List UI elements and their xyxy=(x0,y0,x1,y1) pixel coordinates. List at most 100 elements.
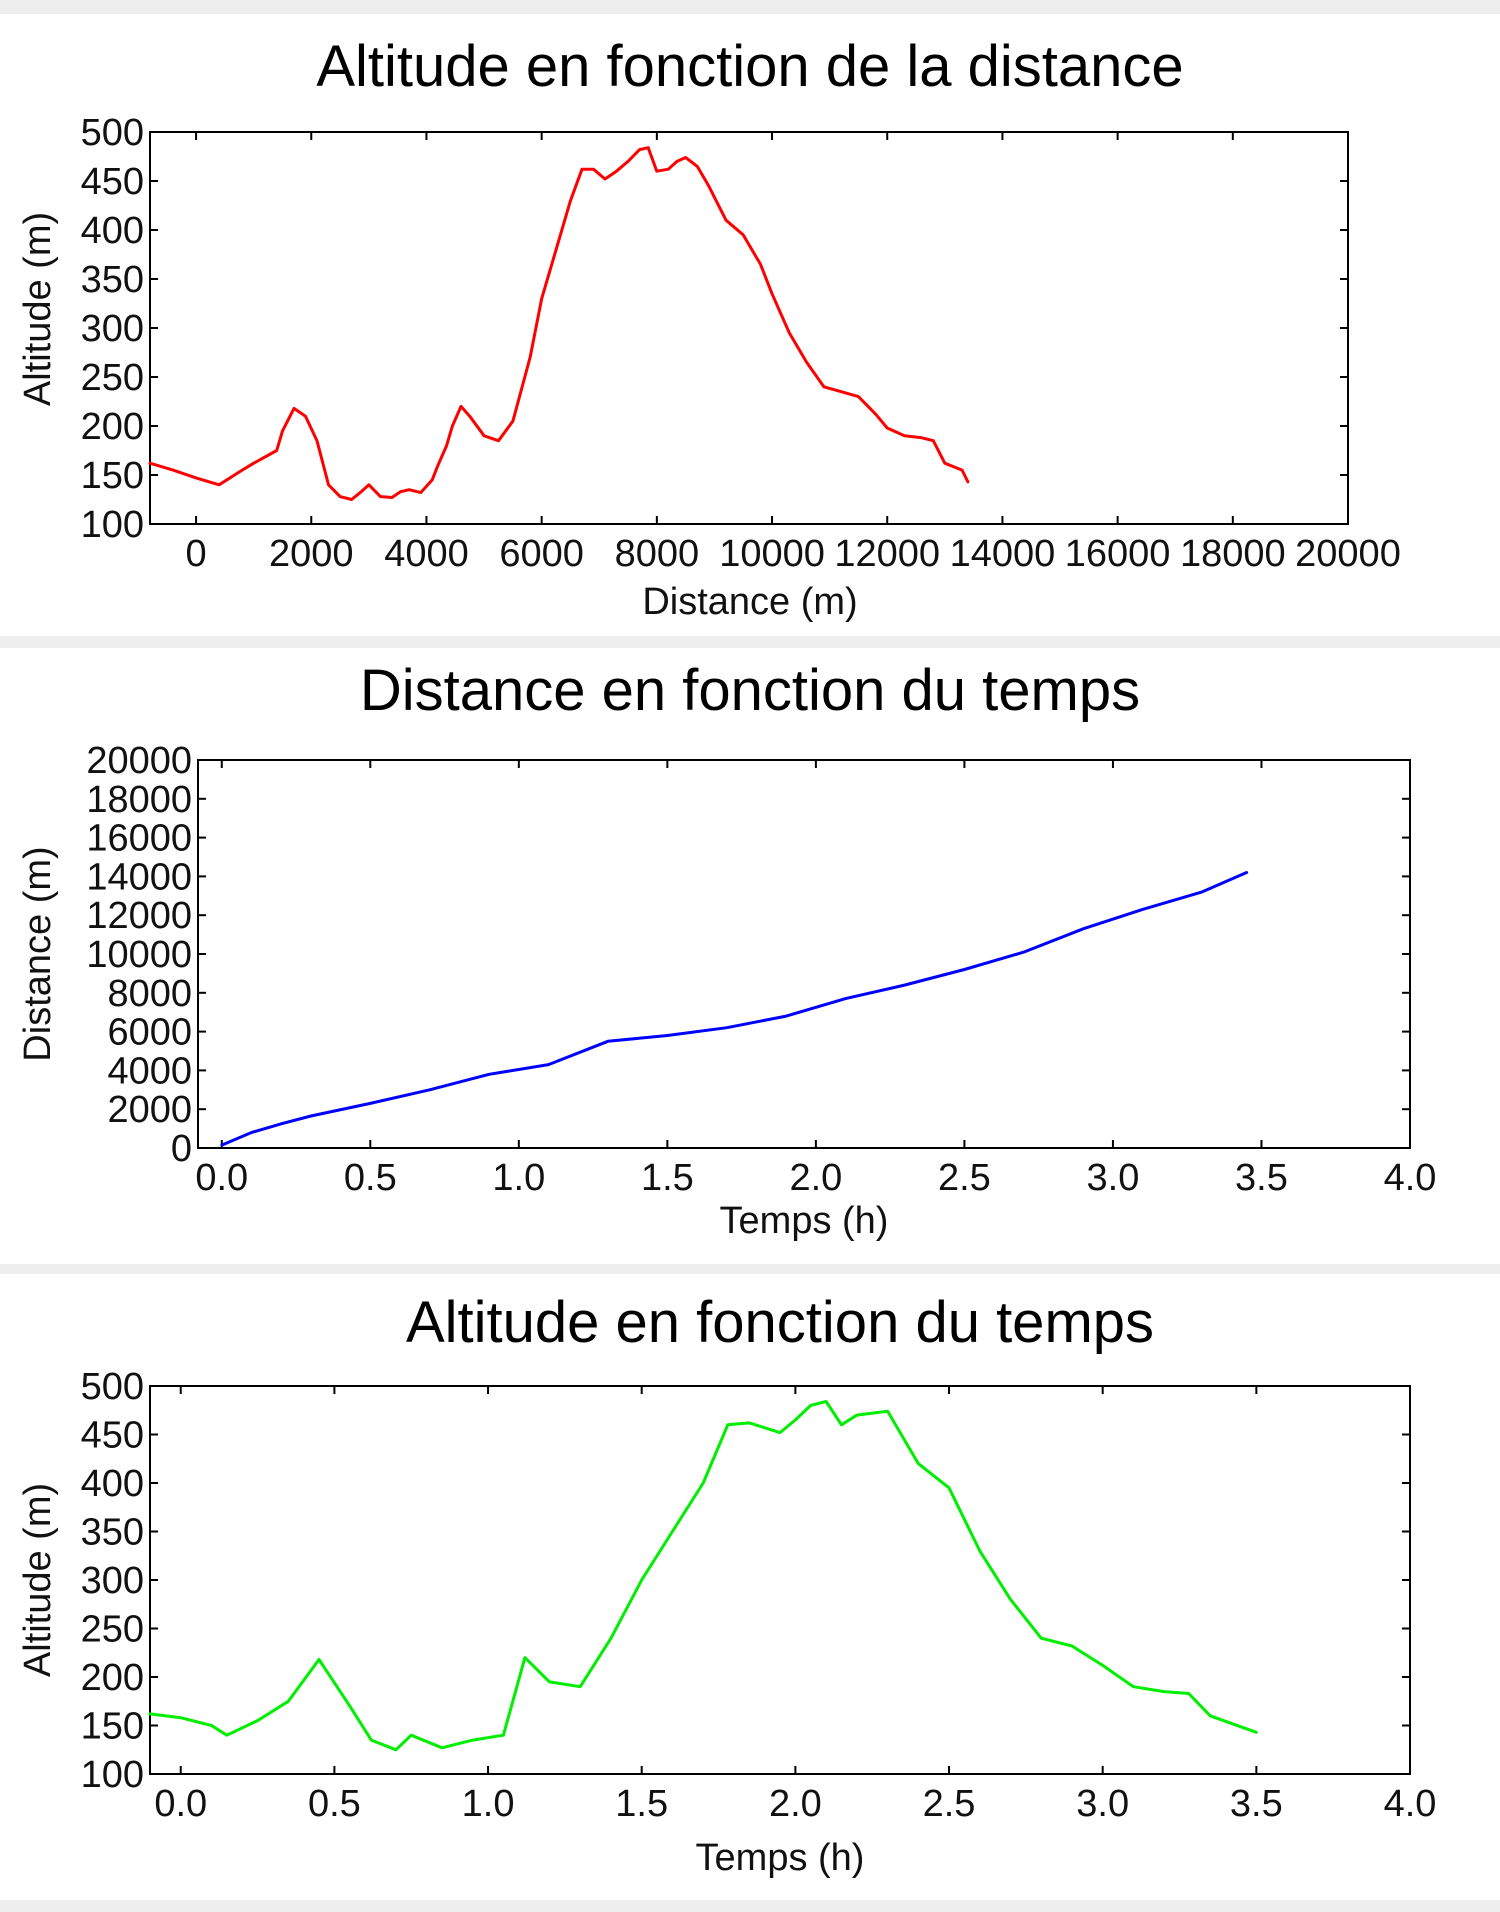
data-point xyxy=(555,248,557,251)
data-point xyxy=(903,435,906,437)
x-tick-label: 0.5 xyxy=(344,1157,397,1199)
data-point xyxy=(391,496,393,499)
chart-panel-altitude-distance: Altitude en fonction de la distance 0 2000… xyxy=(0,14,1500,636)
chart-title: Altitude en fonction du temps xyxy=(406,1290,1154,1355)
y-tick-label: 100 xyxy=(81,1754,144,1796)
data-point xyxy=(327,484,330,486)
data-point xyxy=(379,495,382,498)
data-point xyxy=(627,160,629,163)
y-axis-label: Altitude (m) xyxy=(17,1483,59,1677)
data-point xyxy=(1187,1692,1190,1695)
y-tick-label: 16000 xyxy=(86,818,192,860)
data-point xyxy=(369,1102,372,1105)
x-tick-label: 1.0 xyxy=(492,1157,545,1199)
data-point xyxy=(399,490,402,493)
y-tick-label: 20000 xyxy=(86,740,192,782)
x-axis-label: Distance (m) xyxy=(642,581,857,623)
y-tick-label: 10000 xyxy=(86,934,192,976)
data-point xyxy=(840,390,842,393)
data-point xyxy=(241,469,243,471)
data-point xyxy=(275,449,278,452)
y-tick-label: 300 xyxy=(81,1560,144,1602)
chart-panel-altitude-time: Altitude en fonction du temps 0.0 0.5 1.0 1.… xyxy=(0,1274,1500,1900)
data-point xyxy=(667,168,670,170)
data-point xyxy=(502,1734,505,1736)
series-line-distance-time xyxy=(220,871,1249,1147)
y-tick-label: 400 xyxy=(81,210,144,252)
x-tick-label: 2.5 xyxy=(938,1157,991,1199)
y-axis-label: Altitude (m) xyxy=(17,212,59,406)
data-point xyxy=(547,1063,550,1066)
x-tick-label: 0.0 xyxy=(195,1157,248,1199)
x-tick-label: 10000 xyxy=(719,533,825,575)
data-point xyxy=(210,1724,213,1727)
data-point xyxy=(886,427,888,429)
data-point xyxy=(726,1026,728,1029)
y-tick-label: 12000 xyxy=(86,895,192,937)
data-point xyxy=(1023,951,1025,953)
data-point xyxy=(226,1734,228,1736)
data-point xyxy=(874,413,877,416)
data-point xyxy=(684,156,687,159)
data-point xyxy=(437,464,439,467)
data-point xyxy=(748,1422,751,1424)
x-tick-label: 2.0 xyxy=(769,1783,822,1825)
data-point xyxy=(179,1716,182,1719)
data-point xyxy=(1071,1645,1073,1647)
y-axis-label: Distance (m) xyxy=(17,846,59,1061)
data-point xyxy=(805,361,808,364)
y-tick-label: 450 xyxy=(81,161,144,203)
data-point xyxy=(445,444,448,447)
data-point xyxy=(256,1719,259,1722)
data-point xyxy=(339,495,341,498)
data-point xyxy=(785,1015,787,1017)
y-tick-label: 200 xyxy=(81,406,144,448)
x-tick-label: 3.0 xyxy=(1087,1157,1140,1199)
y-tick-label: 400 xyxy=(81,1463,144,1505)
data-point xyxy=(304,415,307,418)
x-tick-label: 18000 xyxy=(1180,533,1286,575)
x-tick-label: 1.5 xyxy=(615,1783,668,1825)
data-point xyxy=(886,1410,889,1412)
data-point xyxy=(856,1414,858,1416)
data-point xyxy=(840,1424,843,1426)
plot-frame xyxy=(149,131,1349,525)
data-point xyxy=(1201,891,1203,893)
data-point xyxy=(944,462,946,465)
data-point xyxy=(640,1579,643,1581)
data-point xyxy=(788,332,791,334)
y-tick-label: 2000 xyxy=(107,1089,192,1131)
data-point xyxy=(471,1739,474,1741)
data-point xyxy=(310,1115,312,1117)
data-point xyxy=(707,185,710,187)
y-tick-label: 200 xyxy=(81,1657,144,1699)
x-tick-label: 0.0 xyxy=(154,1783,207,1825)
data-point xyxy=(419,491,422,494)
data-point xyxy=(218,484,220,486)
chart-title: Altitude en fonction de la distance xyxy=(316,34,1183,99)
data-point xyxy=(676,160,678,163)
x-tick-label: 2.5 xyxy=(923,1783,976,1825)
data-point xyxy=(607,1040,609,1043)
x-tick-label: 3.0 xyxy=(1076,1783,1129,1825)
data-point xyxy=(656,170,658,172)
x-tick-label: 2.0 xyxy=(789,1157,842,1199)
x-tick-label: 14000 xyxy=(950,533,1056,575)
data-point xyxy=(979,1550,981,1552)
y-tick-label: 18000 xyxy=(86,779,192,821)
data-point xyxy=(825,1400,827,1403)
data-point xyxy=(904,984,906,986)
data-point xyxy=(395,1749,397,1751)
x-tick-label: 6000 xyxy=(499,533,584,575)
y-tick-label: 100 xyxy=(81,504,144,546)
y-tick-label: 450 xyxy=(81,1415,144,1457)
data-point xyxy=(428,1089,431,1091)
data-point xyxy=(1163,1690,1165,1693)
chart-title: Distance en fonction du temps xyxy=(360,658,1140,723)
y-tick-label: 6000 xyxy=(107,1012,192,1054)
data-point xyxy=(963,968,966,971)
data-point xyxy=(410,1734,413,1736)
x-tick-label: 1.0 xyxy=(462,1783,515,1825)
data-point xyxy=(809,1404,812,1407)
y-tick-label: 14000 xyxy=(86,856,192,898)
